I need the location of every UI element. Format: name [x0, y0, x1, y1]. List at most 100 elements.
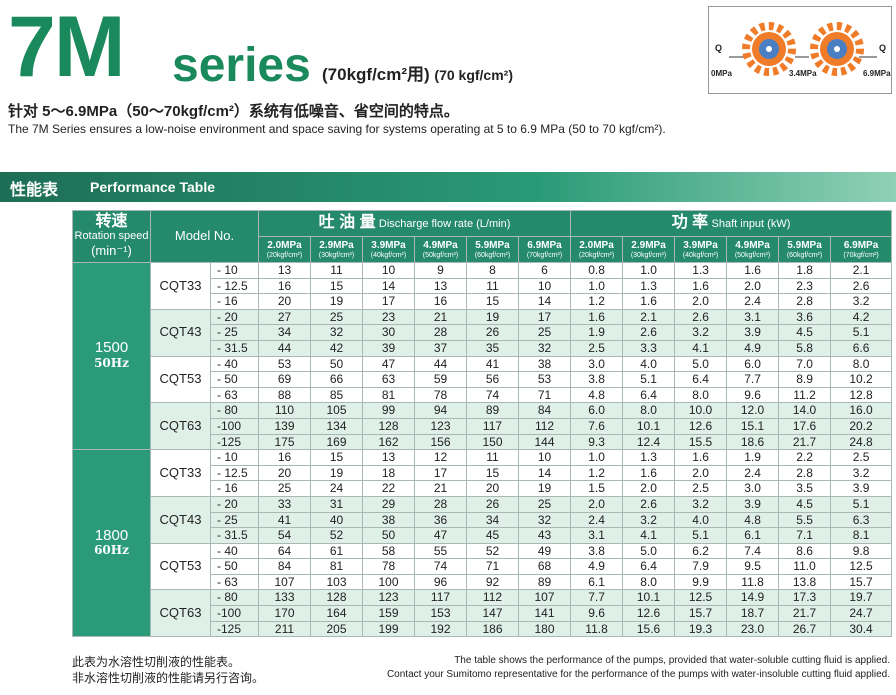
pressure-mpa: 2.9MPa	[319, 239, 354, 251]
power-value: 1.9	[726, 449, 780, 466]
power-value: 5.0	[622, 542, 676, 560]
power-value: 3.9	[830, 480, 893, 497]
power-value: 2.6	[674, 308, 728, 326]
table-row: CQT53- 40 53 50 47 44 41 38 3.0 4.0 5.0 6.0 7.0 8.0	[73, 355, 893, 404]
pressure-kgf: (70kgf/cm²)	[526, 251, 563, 259]
table-row: 1500 50Hz CQT33- 10 13 11 10 9 8 6 0.8 1.0 1.3 1.6 1.…	[72, 261, 893, 451]
flow-value: 25	[310, 308, 363, 326]
power-value: 3.9	[726, 324, 780, 341]
table-row: - 63 107 103 100 96 92 89 6.1 8.0 9.9 11.8 13.8 15.7	[73, 573, 893, 591]
diagram-pressure-2: 6.9MPa	[863, 69, 891, 78]
power-value: 4.9	[726, 339, 780, 357]
flow-value: 128	[310, 589, 363, 607]
power-value: 2.5	[570, 339, 624, 357]
power-value: 3.0	[726, 480, 780, 497]
flow-value: 44	[414, 355, 467, 373]
flow-value: 89	[517, 573, 572, 591]
model-variant: - 16	[210, 293, 259, 310]
power-value: 8.1	[830, 527, 893, 544]
power-value: 8.0	[622, 402, 676, 419]
flow-value: 58	[362, 542, 415, 560]
power-value: 2.0	[622, 480, 676, 497]
flow-value: 53	[258, 355, 311, 373]
pressure-kgf: (50kgf/cm²)	[422, 251, 459, 259]
flow-value: 85	[310, 386, 363, 404]
power-value: 4.5	[778, 495, 832, 513]
flow-value: 45	[466, 527, 519, 544]
speed-cell: 1800 60Hz	[72, 449, 151, 638]
power-value: 2.4	[726, 293, 780, 310]
model-variant: - 20	[210, 308, 259, 326]
pressure-kgf: (30kgf/cm²)	[318, 251, 355, 259]
power-value: 17.3	[778, 589, 832, 607]
power-value: 8.0	[674, 386, 728, 404]
model-variant: - 80	[210, 402, 259, 419]
pressure-kgf: (60kgf/cm²)	[474, 251, 511, 259]
power-value: 3.2	[830, 464, 893, 482]
power-value: 5.1	[622, 371, 676, 388]
flow-value: 32	[517, 511, 572, 529]
power-value: 2.0	[726, 277, 780, 295]
banner-title-zh: 性能表	[10, 182, 59, 199]
power-value: 3.2	[622, 511, 676, 529]
pressure-mpa: 5.9MPa	[475, 239, 510, 251]
flow-value: 23	[362, 308, 415, 326]
power-value: 10.0	[674, 402, 728, 419]
flow-value: 52	[310, 527, 363, 544]
model-variant: - 50	[210, 371, 259, 388]
flow-value: 199	[362, 620, 415, 638]
power-value: 2.4	[570, 511, 624, 529]
flow-value: 84	[258, 558, 311, 575]
table-row: -125 211 205 199 192 186 180 11.8 15.6 19.3 23.0 26…	[73, 620, 893, 638]
flow-value: 47	[414, 527, 467, 544]
flow-value: 139	[258, 417, 311, 435]
flow-value: 30	[362, 324, 415, 341]
flow-value: 78	[362, 558, 415, 575]
flow-value: 22	[362, 480, 415, 497]
power-value: 5.8	[778, 339, 832, 357]
flow-value: 13	[414, 277, 467, 295]
power-value: 3.6	[778, 308, 832, 326]
power-value: 4.5	[778, 324, 832, 341]
power-value: 9.6	[726, 386, 780, 404]
table-row: CQT43- 20 33 31 29 28 26 25 2.0 2.6 3.2 3.9 4.5 5.1	[73, 495, 893, 544]
model-variant: - 63	[210, 573, 259, 591]
flow-value: 144	[517, 433, 572, 451]
flow-value: 128	[362, 417, 415, 435]
model-name: CQT53	[150, 542, 211, 591]
power-value: 11.2	[778, 386, 832, 404]
diagram-pressure-0: 0MPa	[711, 69, 732, 78]
flow-value: 14	[517, 293, 572, 310]
flow-value: 92	[466, 573, 519, 591]
power-value: 12.6	[622, 605, 676, 622]
power-value: 12.5	[674, 589, 728, 607]
flow-value: 117	[466, 417, 519, 435]
flow-value: 81	[362, 386, 415, 404]
flow-value: 180	[517, 620, 572, 638]
power-value: 6.0	[570, 402, 624, 419]
model-name: CQT43	[150, 308, 211, 357]
flow-value: 162	[362, 433, 415, 451]
power-value: 1.5	[570, 480, 624, 497]
table-row: 1800 60Hz CQT33- 10 16 15 13 12 11 10 1.0 1.3 1.6 1.…	[72, 449, 893, 638]
model-variant: -125	[210, 433, 259, 451]
speed-header-unit: (min⁻¹)	[91, 242, 132, 258]
flow-value: 71	[466, 558, 519, 575]
power-value: 11.0	[778, 558, 832, 575]
note-en: The table shows the performance of the p…	[387, 654, 890, 682]
power-value: 5.1	[674, 527, 728, 544]
power-value: 7.4	[726, 542, 780, 560]
power-value: 2.1	[622, 308, 676, 326]
flow-value: 41	[466, 355, 519, 373]
power-value: 2.4	[726, 464, 780, 482]
flow-value: 68	[517, 558, 572, 575]
power-value: 9.6	[570, 605, 624, 622]
flow-value: 13	[258, 262, 311, 279]
pressure-kgf: (30kgf/cm²)	[630, 251, 667, 259]
flow-value: 17	[414, 464, 467, 482]
power-value: 6.4	[622, 558, 676, 575]
power-value: 2.0	[674, 293, 728, 310]
power-value: 12.0	[726, 402, 780, 419]
flow-header: 吐 油 量 Discharge flow rate (L/min)	[257, 210, 572, 237]
power-value: 26.7	[778, 620, 832, 638]
